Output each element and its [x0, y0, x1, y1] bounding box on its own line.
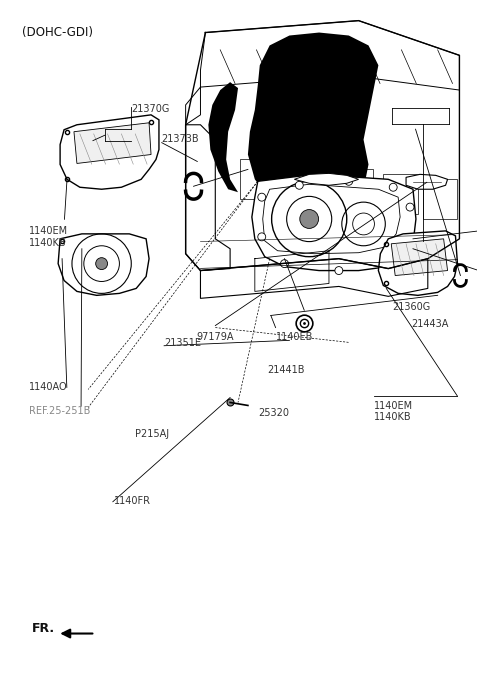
Polygon shape [378, 231, 457, 296]
Text: 25320: 25320 [258, 408, 289, 418]
Text: 21441B: 21441B [267, 365, 305, 375]
Text: 1140FR: 1140FR [114, 496, 151, 506]
Text: 21370G: 21370G [131, 104, 169, 114]
Bar [289, 165, 324, 204]
Circle shape [384, 262, 392, 271]
Text: 21360G: 21360G [392, 302, 430, 312]
Text: P215AJ: P215AJ [135, 428, 169, 439]
Circle shape [280, 260, 288, 268]
Bar [423, 179, 457, 219]
Circle shape [258, 233, 266, 241]
Circle shape [406, 237, 414, 245]
Text: FR.: FR. [32, 622, 55, 635]
Text: 21443A: 21443A [411, 319, 448, 329]
Circle shape [96, 258, 108, 270]
Polygon shape [391, 239, 447, 275]
Text: REF.25-251B: REF.25-251B [29, 406, 90, 416]
Polygon shape [252, 174, 416, 271]
Polygon shape [60, 115, 159, 189]
Bar [339, 170, 373, 209]
Text: 1140EM
1140KB: 1140EM 1140KB [29, 226, 68, 247]
Polygon shape [58, 234, 149, 296]
Polygon shape [294, 174, 359, 185]
Text: 1140EM
1140KB: 1140EM 1140KB [374, 401, 413, 422]
Circle shape [345, 178, 353, 185]
Text: 21373B: 21373B [162, 134, 199, 144]
Text: (DOHC-GDI): (DOHC-GDI) [22, 26, 93, 39]
Text: 1140EB: 1140EB [276, 332, 313, 342]
Circle shape [258, 193, 266, 201]
Polygon shape [74, 123, 151, 163]
Text: 21351E: 21351E [164, 338, 201, 348]
Polygon shape [248, 33, 378, 219]
Polygon shape [208, 82, 238, 192]
Polygon shape [406, 174, 447, 189]
Polygon shape [263, 184, 400, 254]
Text: 97179A: 97179A [197, 332, 234, 342]
Circle shape [389, 183, 397, 191]
Circle shape [300, 210, 319, 228]
Bar [240, 159, 275, 199]
Bar [384, 174, 418, 214]
Circle shape [295, 181, 303, 189]
Circle shape [406, 203, 414, 211]
Text: 1140AO: 1140AO [29, 382, 68, 392]
Circle shape [335, 266, 343, 275]
Polygon shape [373, 184, 416, 241]
